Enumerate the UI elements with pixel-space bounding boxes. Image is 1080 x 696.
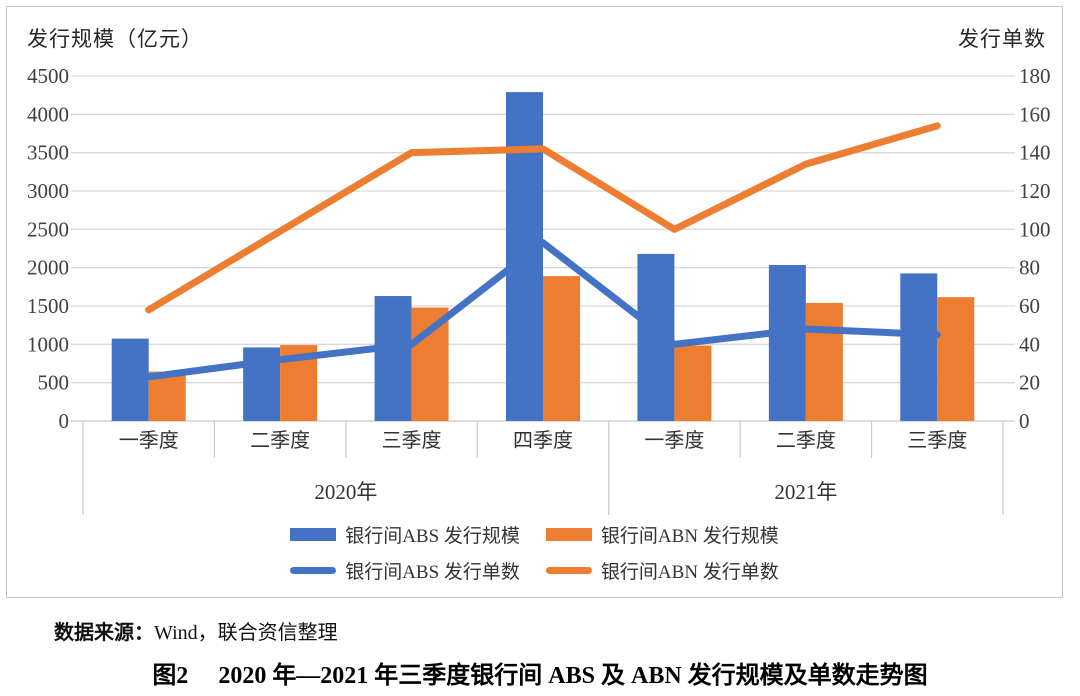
- bar-abn-q2: [411, 307, 449, 421]
- bar-abs-q2: [374, 296, 412, 421]
- left-axis-tick: 4000: [27, 102, 69, 126]
- bar-abn-q6: [937, 297, 975, 421]
- source-line: 数据来源：Wind，联合资信整理: [54, 616, 338, 645]
- x-axis-quarter-label: 三季度: [382, 429, 442, 452]
- x-axis-quarter-label: 二季度: [776, 429, 836, 452]
- bar-abn-q0: [148, 371, 186, 421]
- figure-caption: 图2 2020 年—2021 年三季度银行间 ABS 及 ABN 发行规模及单数…: [0, 655, 1080, 690]
- x-axis-quarter-label: 一季度: [119, 429, 179, 452]
- x-axis-year-label: 2021年: [774, 480, 837, 504]
- legend-bar-swatch-icon: [545, 528, 592, 541]
- legend-row-bar: 银行间ABS 发行规模 银行间ABN 发行规模: [290, 521, 779, 548]
- chart-plot: 0 500 1000 1500 2000 2500 3000 3500 4000 4500 0 20 4…: [27, 64, 1051, 515]
- line-abn-count: [145, 122, 941, 314]
- right-axis-tick: 140: [1019, 141, 1051, 165]
- right-axis-tick: 180: [1019, 64, 1051, 88]
- x-axis-quarter-label: 四季度: [513, 429, 573, 452]
- left-axis-tick: 1000: [27, 332, 69, 356]
- right-axis-tick: 0: [1019, 409, 1030, 433]
- legend-item: 银行间ABN 发行单数: [545, 557, 779, 584]
- legend-line-swatch-icon: [545, 567, 592, 574]
- right-axis-tick: 60: [1019, 294, 1040, 318]
- line-abs-count: [145, 239, 941, 381]
- legend-label: 银行间ABS 发行单数: [345, 562, 520, 583]
- legend-row-line: 银行间ABS 发行单数 银行间ABN 发行单数: [290, 557, 779, 584]
- left-axis-title: 发行规模（亿元）: [27, 27, 203, 51]
- legend-label: 银行间ABN 发行规模: [600, 526, 779, 547]
- legend-label: 银行间ABN 发行单数: [600, 562, 779, 583]
- bar-abn-q5: [805, 302, 843, 421]
- legend-label: 银行间ABS 发行规模: [345, 526, 520, 547]
- left-axis-tick: 3500: [27, 141, 69, 165]
- legend-bar-swatch-icon: [290, 528, 337, 541]
- figure-caption-number: 图2: [152, 663, 189, 689]
- right-axis-tick: 100: [1019, 217, 1051, 241]
- source-text: Wind，联合资信整理: [154, 622, 338, 644]
- figure-caption-title: 2020 年—2021 年三季度银行间 ABS 及 ABN 发行规模及单数走势图: [218, 663, 928, 689]
- x-axis-quarter-label: 二季度: [250, 429, 310, 452]
- left-axis-tick: 0: [59, 409, 70, 433]
- left-axis-tick: 1500: [27, 294, 69, 318]
- bar-abn-q3: [543, 276, 580, 421]
- x-axis-quarter-label: 一季度: [644, 429, 704, 452]
- left-axis-tick: 4500: [27, 64, 69, 88]
- right-axis-tick: 120: [1019, 179, 1051, 203]
- x-axis-year-label: 2020年: [314, 480, 377, 504]
- left-axis-tick: 2000: [27, 256, 69, 280]
- bar-abs-q5: [768, 264, 806, 421]
- left-axis-tick: 3000: [27, 179, 69, 203]
- x-axis-quarter-label: 三季度: [907, 429, 967, 452]
- source-label: 数据来源：: [54, 622, 154, 644]
- right-axis-title: 发行单数: [958, 27, 1046, 51]
- bar-abs-q0: [111, 338, 149, 421]
- legend-item: 银行间ABN 发行规模: [545, 521, 779, 548]
- right-axis-tick: 20: [1019, 371, 1040, 395]
- right-axis-tick: 40: [1019, 332, 1040, 356]
- chart-legend: 银行间ABS 发行规模 银行间ABN 发行规模银行间ABS 发行单数 银行间ABN …: [7, 521, 1062, 584]
- bar-abs-q6: [900, 273, 938, 421]
- bar-abn-q4: [674, 345, 712, 421]
- legend-item: 银行间ABS 发行单数: [290, 557, 520, 584]
- left-axis-tick: 500: [38, 371, 70, 395]
- legend-item: 银行间ABS 发行规模: [290, 521, 520, 548]
- legend-line-swatch-icon: [290, 567, 337, 574]
- chart-container: 发行规模（亿元） 发行单数 0 500 1000 1500 2000 2500 3000 35…: [6, 6, 1063, 598]
- right-axis-tick: 160: [1019, 102, 1051, 126]
- right-axis-tick: 80: [1019, 256, 1040, 280]
- left-axis-tick: 2500: [27, 217, 69, 241]
